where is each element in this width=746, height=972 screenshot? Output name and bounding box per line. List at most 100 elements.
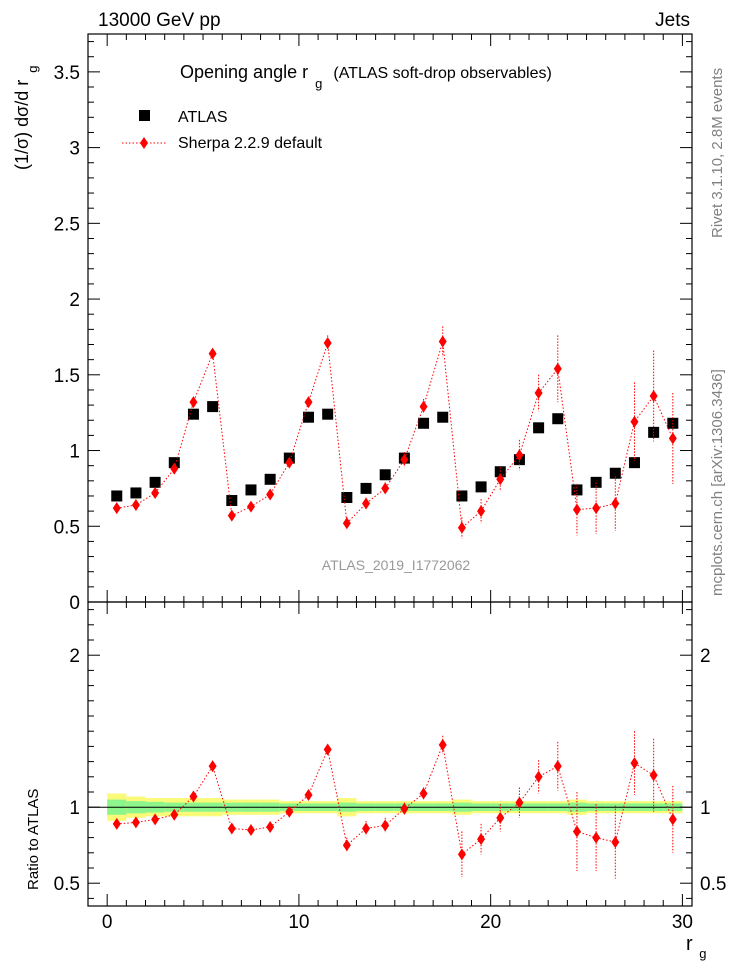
upper-mc-line	[116, 341, 674, 529]
lower-mc-point	[112, 817, 121, 830]
atlas-data-point	[245, 484, 257, 496]
lower-mc-point	[151, 813, 160, 826]
atlas-data-point	[475, 481, 487, 493]
upper-mc-point	[189, 396, 198, 409]
mcplots-side-label: mcplots.cern.ch [arXiv:1306.3436]	[709, 369, 726, 596]
atlas-data-point	[437, 411, 449, 423]
upper-mc-point	[477, 505, 486, 518]
lower-plot-area: 0 10 20 30 0.5 0.5 1 1 2 2	[54, 601, 726, 933]
upper-mc-point	[649, 390, 658, 403]
lower-mc-point	[477, 833, 486, 846]
atlas-data-point	[168, 457, 180, 469]
legend-sherpa-marker	[140, 137, 148, 149]
upper-mc-point	[419, 400, 428, 413]
rivet-side-label: Rivet 3.1.10, 2.8M events	[709, 68, 726, 238]
x-tick-label: 20	[480, 912, 501, 933]
upper-mc-point	[304, 396, 313, 409]
upper-y-tick-label: 3.5	[54, 63, 80, 84]
upper-y-axis-label-sub: g	[25, 66, 40, 73]
upper-mc-point	[342, 517, 351, 530]
upper-mc-point	[572, 503, 581, 516]
lower-y-tick-label-left: 0.5	[54, 874, 80, 895]
upper-mc-point	[227, 509, 236, 522]
lower-y-tick-label-right: 1	[700, 798, 711, 819]
lower-mc-point	[400, 802, 409, 815]
atlas-data-point	[609, 467, 621, 479]
atlas-data-point	[360, 482, 372, 494]
lower-mc-point	[266, 820, 275, 833]
upper-mc-point	[208, 347, 217, 360]
lower-mc-point	[381, 819, 390, 832]
upper-mc-point	[112, 502, 121, 515]
upper-mc-point	[151, 486, 160, 499]
lower-y-tick-label-left: 2	[69, 646, 80, 667]
upper-y-tick-label: 1	[69, 442, 80, 463]
lower-mc-point	[438, 738, 447, 751]
chart-title-rest: (ATLAS soft-drop observables)	[333, 65, 551, 82]
atlas-data-point	[628, 457, 640, 469]
atlas-data-point	[264, 473, 276, 485]
lower-mc-point	[285, 805, 294, 818]
x-axis-label-sub: g	[699, 946, 706, 961]
upper-mc-point	[668, 432, 677, 445]
upper-y-tick-label: 0.5	[54, 517, 80, 538]
lower-mc-point	[649, 769, 658, 782]
chart-title-main: Opening angle r	[180, 62, 308, 82]
lower-mc-point	[496, 811, 505, 824]
atlas-data-point	[322, 408, 334, 420]
lower-y-tick-label-right: 0.5	[700, 874, 726, 895]
upper-y-tick-label: 2	[69, 290, 80, 311]
lower-mc-point	[457, 848, 466, 861]
lower-mc-point	[304, 789, 313, 802]
lower-y-tick-label-right: 2	[700, 646, 711, 667]
lower-mc-point	[419, 787, 428, 800]
upper-mc-point	[457, 521, 466, 534]
x-axis-label: r g	[686, 933, 706, 961]
lower-mc-point	[668, 813, 677, 826]
upper-mc-point	[362, 497, 371, 510]
upper-y-tick-label: 3	[69, 139, 80, 160]
upper-y-tick-label: 0	[69, 593, 80, 614]
atlas-data-point	[187, 408, 199, 420]
x-tick-label: 0	[102, 912, 113, 933]
upper-mc-point	[515, 449, 524, 462]
legend-sherpa-label: Sherpa 2.2.9 default	[178, 135, 323, 152]
lower-mc-point	[170, 808, 179, 821]
lower-mc-point	[189, 790, 198, 803]
lower-mc-point	[342, 839, 351, 852]
atlas-data-point	[149, 476, 161, 488]
lower-mc-point	[208, 760, 217, 773]
atlas-data-point	[303, 411, 315, 423]
upper-y-tick-label: 2.5	[54, 214, 80, 235]
lower-mc-point	[362, 822, 371, 835]
atlas-data-point	[533, 422, 545, 434]
lower-mc-point	[553, 760, 562, 773]
legend-atlas-marker	[139, 110, 150, 121]
lower-y-tick-label-left: 1	[69, 798, 80, 819]
lower-mc-point	[611, 836, 620, 849]
atlas-data-point	[226, 495, 238, 507]
upper-mc-point	[630, 415, 639, 428]
upper-mc-point	[381, 482, 390, 495]
upper-mc-point	[553, 362, 562, 375]
lower-mc-point	[515, 796, 524, 809]
x-tick-label: 30	[672, 912, 693, 933]
upper-mc-point	[592, 502, 601, 515]
atlas-data-point	[456, 490, 468, 502]
upper-mc-point	[131, 499, 140, 512]
legend-atlas-label: ATLAS	[178, 109, 228, 126]
upper-mc-point	[285, 456, 294, 469]
atlas-data-point	[418, 417, 430, 429]
lower-mc-point	[131, 816, 140, 829]
chart-title-sub: g	[315, 76, 322, 91]
upper-y-axis-label-main: (1/σ) dσ/d r	[12, 80, 32, 170]
x-axis-label-main: r	[686, 933, 693, 955]
header-left-label: 13000 GeV pp	[98, 10, 221, 31]
atlas-data-point	[379, 469, 391, 481]
upper-mc-point	[266, 488, 275, 501]
upper-mc-point	[438, 335, 447, 348]
header-right-label: Jets	[655, 10, 690, 31]
atlas-data-point	[207, 401, 219, 413]
lower-mc-point	[592, 831, 601, 844]
upper-mc-point	[170, 462, 179, 475]
